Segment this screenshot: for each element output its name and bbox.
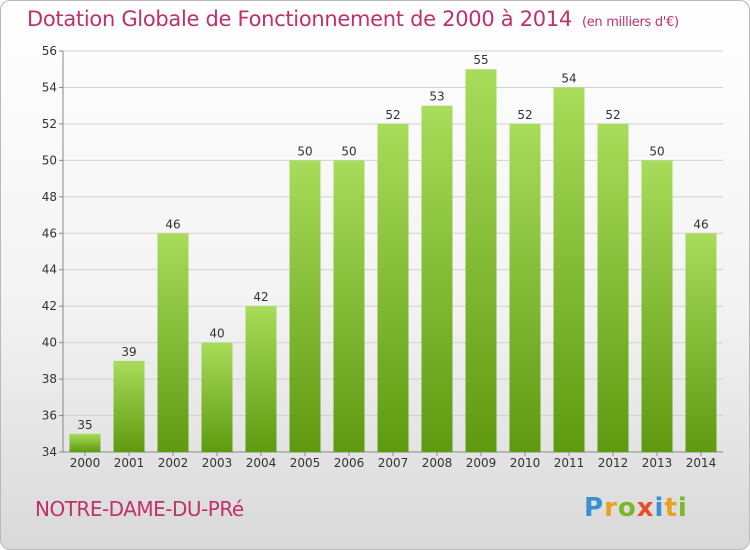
data-label-2006: 50 — [341, 144, 356, 158]
x-tick-label-2002: 2002 — [158, 456, 189, 470]
x-tick-label-2009: 2009 — [466, 456, 497, 470]
title-text: Dotation Globale de Fonctionnement de 20… — [27, 7, 572, 31]
bar-2013 — [641, 160, 673, 452]
x-tick-label-2007: 2007 — [378, 456, 409, 470]
x-tick-label-2012: 2012 — [598, 456, 629, 470]
data-label-2003: 40 — [209, 327, 224, 341]
x-tick-label-2010: 2010 — [510, 456, 541, 470]
data-label-2009: 55 — [473, 53, 488, 67]
bar-2014 — [685, 233, 717, 452]
bar-2007 — [377, 123, 409, 452]
data-label-2011: 54 — [561, 71, 576, 85]
y-tick-label: 34 — [42, 445, 57, 459]
bar-2006 — [333, 160, 365, 452]
x-tick-label-2005: 2005 — [290, 456, 321, 470]
data-label-2013: 50 — [649, 144, 664, 158]
bar-2010 — [509, 123, 541, 452]
x-tick-label-2006: 2006 — [334, 456, 365, 470]
y-tick-label: 38 — [42, 372, 57, 386]
x-tick-label-2001: 2001 — [114, 456, 145, 470]
data-label-2012: 52 — [605, 108, 620, 122]
data-label-2008: 53 — [429, 90, 444, 104]
y-tick-label: 52 — [42, 117, 57, 131]
x-tick-label-2014: 2014 — [686, 456, 717, 470]
y-tick-label: 40 — [42, 336, 57, 350]
bar-2011 — [553, 87, 585, 453]
x-tick-label-2004: 2004 — [246, 456, 277, 470]
bar-2009 — [465, 69, 497, 453]
data-label-2007: 52 — [385, 108, 400, 122]
bar-2012 — [597, 123, 629, 452]
y-tick-label: 54 — [42, 80, 57, 94]
bar-2005 — [289, 160, 321, 452]
chart-title: Dotation Globale de Fonctionnement de 20… — [27, 7, 679, 31]
data-label-2001: 39 — [121, 345, 136, 359]
bars — [69, 69, 717, 453]
data-label-2010: 52 — [517, 108, 532, 122]
y-tick-label: 56 — [42, 44, 57, 58]
y-tick-label: 44 — [42, 263, 57, 277]
bar-2001 — [113, 360, 145, 452]
y-tick-label: 36 — [42, 409, 57, 423]
x-tick-label-2013: 2013 — [642, 456, 673, 470]
bar-2004 — [245, 306, 277, 452]
y-tick-label: 48 — [42, 190, 57, 204]
unit-note: (en milliers d'€) — [581, 15, 679, 30]
bar-2000 — [69, 433, 101, 452]
labels: 34 36 38 40 42 44 46 48 50 52 54 56 35 2000 39 2001 46 20… — [42, 44, 717, 470]
data-label-2002: 46 — [165, 217, 180, 231]
x-tick-label-2003: 2003 — [202, 456, 233, 470]
bar-2003 — [201, 342, 233, 452]
commune-name: NOTRE-DAME-DU-PRé — [35, 497, 244, 521]
data-label-2000: 35 — [77, 418, 92, 432]
data-label-2005: 50 — [297, 144, 312, 158]
bar-2002 — [157, 233, 189, 452]
data-label-2004: 42 — [253, 290, 268, 304]
y-tick-label: 42 — [42, 299, 57, 313]
x-tick-label-2011: 2011 — [554, 456, 585, 470]
data-label-2014: 46 — [693, 217, 708, 231]
y-tick-label: 46 — [42, 226, 57, 240]
x-tick-label-2000: 2000 — [70, 456, 101, 470]
y-tick-label: 50 — [42, 153, 57, 167]
brand-logo: Proxiti — [584, 493, 688, 523]
x-tick-label-2008: 2008 — [422, 456, 453, 470]
bar-2008 — [421, 105, 453, 452]
